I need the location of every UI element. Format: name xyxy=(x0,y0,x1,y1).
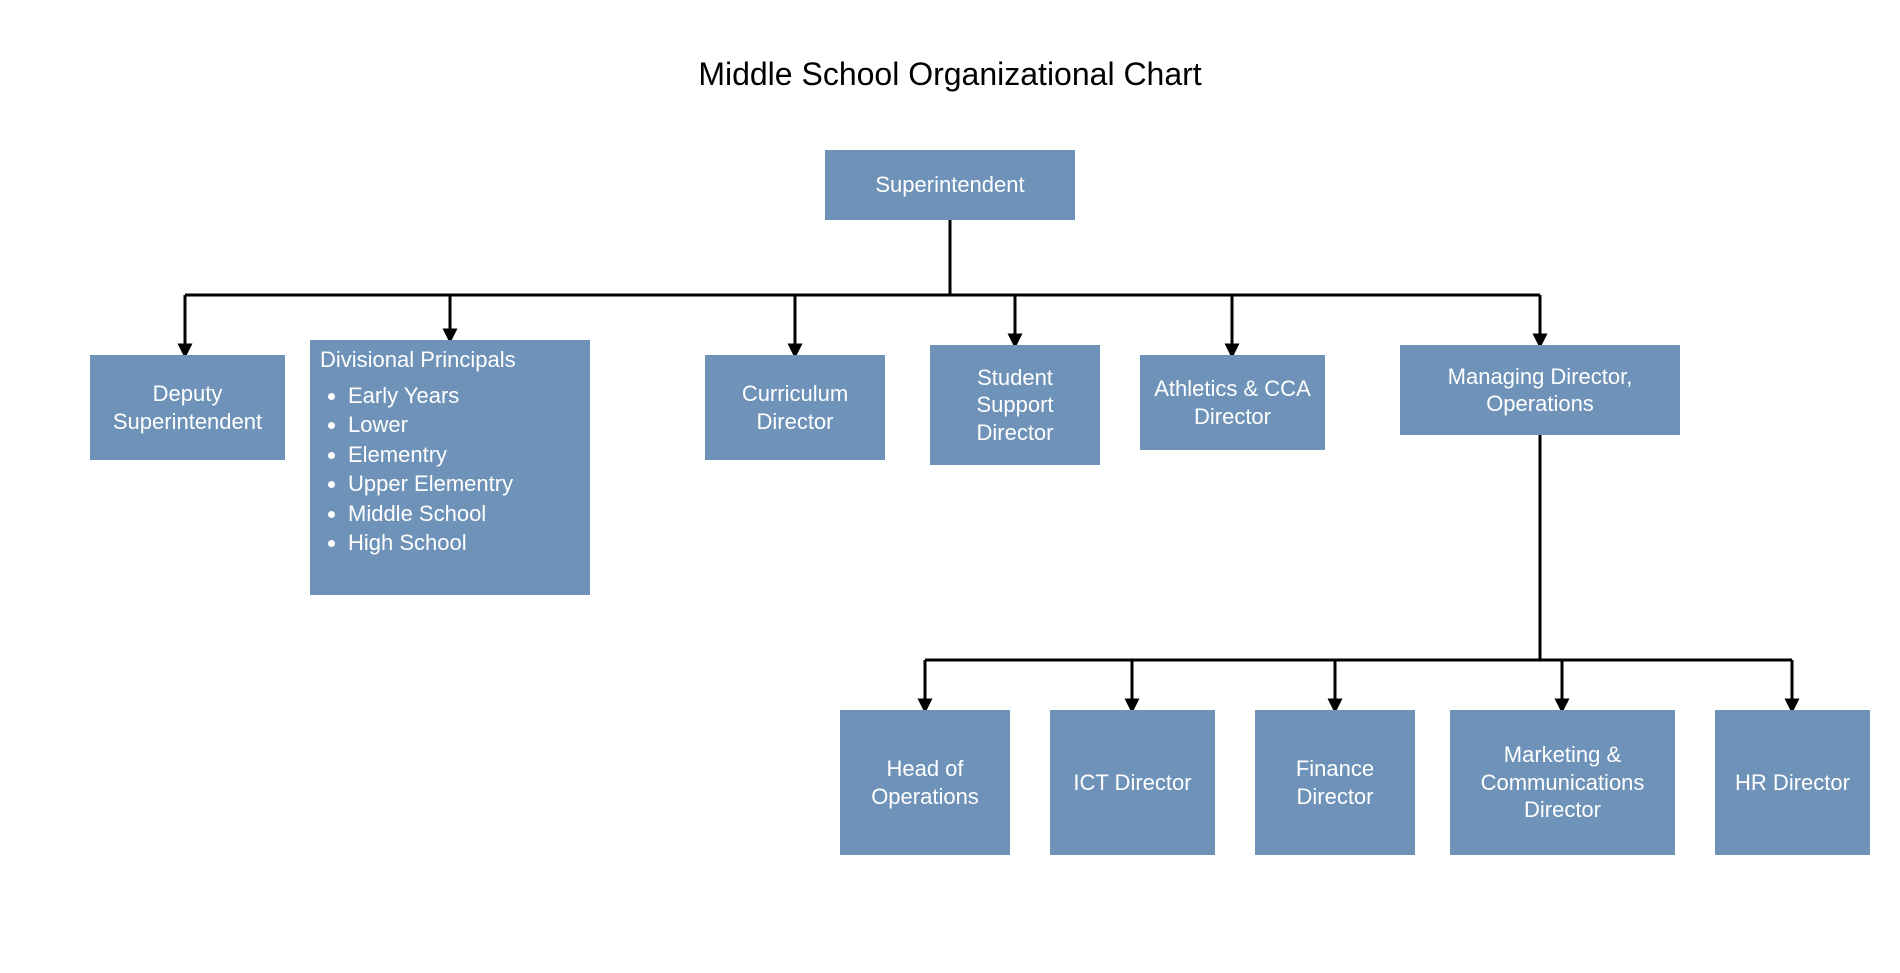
node-label: Student Support Director xyxy=(940,364,1090,447)
node-label: Managing Director, Operations xyxy=(1410,363,1670,418)
list-item: Lower xyxy=(348,411,580,439)
node-label: ICT Director xyxy=(1073,769,1191,797)
node-label: Deputy Superintendent xyxy=(100,380,275,435)
org-chart-canvas: Middle School Organizational Chart Super… xyxy=(0,0,1900,973)
list-item: Elementry xyxy=(348,441,580,469)
node-marketing-communications-director: Marketing & Communications Director xyxy=(1450,710,1675,855)
node-divisional-principals: Divisional Principals Early YearsLowerEl… xyxy=(310,340,590,595)
list-item: Upper Elementry xyxy=(348,470,580,498)
divisional-bullet-list: Early YearsLowerElementryUpper Elementry… xyxy=(320,382,580,557)
node-ict-director: ICT Director xyxy=(1050,710,1215,855)
node-label: Marketing & Communications Director xyxy=(1460,741,1665,824)
node-student-support-director: Student Support Director xyxy=(930,345,1100,465)
node-label: Superintendent xyxy=(875,171,1024,199)
node-label: Athletics & CCA Director xyxy=(1150,375,1315,430)
list-item: Early Years xyxy=(348,382,580,410)
chart-title: Middle School Organizational Chart xyxy=(0,56,1900,93)
node-managing-director-operations: Managing Director, Operations xyxy=(1400,345,1680,435)
node-finance-director: Finance Director xyxy=(1255,710,1415,855)
node-head-of-operations: Head of Operations xyxy=(840,710,1010,855)
list-item: Middle School xyxy=(348,500,580,528)
node-hr-director: HR Director xyxy=(1715,710,1870,855)
node-curriculum-director: Curriculum Director xyxy=(705,355,885,460)
list-item: High School xyxy=(348,529,580,557)
node-athletics-cca-director: Athletics & CCA Director xyxy=(1140,355,1325,450)
node-label: Finance Director xyxy=(1265,755,1405,810)
node-label: Curriculum Director xyxy=(715,380,875,435)
node-superintendent: Superintendent xyxy=(825,150,1075,220)
node-label: HR Director xyxy=(1735,769,1850,797)
node-deputy-superintendent: Deputy Superintendent xyxy=(90,355,285,460)
node-label: Head of Operations xyxy=(850,755,1000,810)
node-label: Divisional Principals xyxy=(320,346,580,374)
